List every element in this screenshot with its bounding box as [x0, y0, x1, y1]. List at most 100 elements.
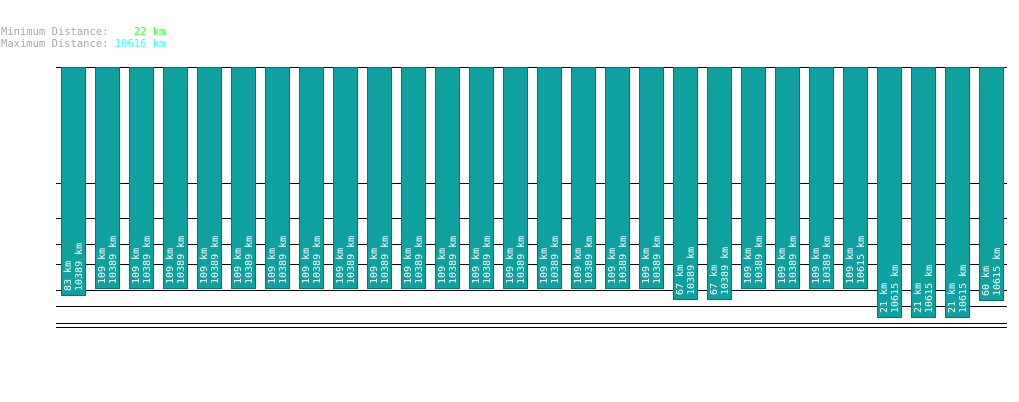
bar-max-label: 10389 km [652, 236, 663, 284]
bar-min-label: 21 km [913, 283, 924, 313]
bar-min-label: 109 km [233, 248, 244, 284]
bar [163, 67, 188, 289]
bar-max-label: 10389 km [822, 236, 833, 284]
bar-min-label: 109 km [607, 248, 618, 284]
bar-min-label: 109 km [641, 248, 652, 284]
maximum-distance-label: Maximum Distance: [1, 38, 109, 50]
bar [231, 67, 256, 289]
maximum-distance-row: Maximum Distance: 10616 km [1, 38, 165, 50]
bar-max-label: 10389 km [74, 243, 85, 291]
bar-group: 109 km 10389 km [265, 67, 290, 289]
bar-min-label: 109 km [335, 248, 346, 284]
bar-min-label: 60 km [981, 266, 992, 296]
bar-max-label: 10389 km [618, 236, 629, 284]
bar-min-label: 109 km [131, 248, 142, 284]
bar [775, 67, 800, 289]
bar-max-label: 10389 km [278, 236, 289, 284]
bar-group: 109 km 10389 km [435, 67, 460, 289]
bar-min-label: 109 km [505, 248, 516, 284]
bar-min-label: 109 km [301, 248, 312, 284]
bar [843, 67, 868, 289]
bar-group: 109 km 10389 km [197, 67, 222, 289]
bar-min-label: 109 km [471, 248, 482, 284]
bar [945, 67, 970, 318]
bar [333, 67, 358, 289]
bar-min-label: 109 km [97, 248, 108, 284]
bars: 83 km 10389 km 109 km 10389 km 109 km 10389 k… [61, 67, 1004, 318]
bar-max-label: 10389 km [346, 236, 357, 284]
bar-max-label: 10389 km [516, 236, 527, 284]
bar-group: 109 km 10389 km [95, 67, 120, 289]
bar-max-label: 10389 km [448, 236, 459, 284]
bar [605, 67, 630, 289]
minimum-distance-label: Minimum Distance: [1, 26, 109, 38]
bar-group: 109 km 10389 km [605, 67, 630, 289]
bar [571, 67, 596, 289]
bar-max-label: 10615 km [924, 265, 935, 313]
maximum-distance-value: 10616 km [114, 38, 166, 50]
bar-max-label: 10615 km [856, 236, 867, 284]
bar-group: 109 km 10389 km [129, 67, 154, 289]
bar-group: 109 km 10615 km [843, 67, 868, 289]
bar-max-label: 10615 km [958, 265, 969, 313]
bar-group: 21 km 10615 km [945, 67, 970, 318]
bar-group: 109 km 10389 km [163, 67, 188, 289]
bar-min-label: 109 km [199, 248, 210, 284]
bar [265, 67, 290, 289]
bar [435, 67, 460, 289]
bar-max-label: 10389 km [244, 236, 255, 284]
bar [469, 67, 494, 289]
bar-min-label: 21 km [879, 283, 890, 313]
bar-max-label: 10615 km [992, 248, 1003, 296]
bar-max-label: 10389 km [108, 236, 119, 284]
bar-min-label: 109 km [437, 248, 448, 284]
bar-min-label: 109 km [573, 248, 584, 284]
bar [639, 67, 664, 289]
minimum-distance-value: 22 km [133, 26, 166, 38]
bar [367, 67, 392, 289]
bar [129, 67, 154, 289]
bar-max-label: 10389 km [788, 236, 799, 284]
bar-group: 83 km 10389 km [61, 67, 86, 296]
bar-max-label: 10389 km [754, 236, 765, 284]
bar-group: 109 km 10389 km [333, 67, 358, 289]
bar-group: 109 km 10389 km [299, 67, 324, 289]
bar [299, 67, 324, 289]
bar-group: 109 km 10389 km [503, 67, 528, 289]
bar-max-label: 10389 km [720, 247, 731, 295]
bar [503, 67, 528, 289]
bar-max-label: 10389 km [176, 236, 187, 284]
bar [61, 67, 86, 296]
minimum-distance-row: Minimum Distance: 22 km [1, 26, 165, 38]
bar [911, 67, 936, 318]
bar-min-label: 109 km [743, 248, 754, 284]
bar [707, 67, 732, 300]
bar [197, 67, 222, 289]
bar-group: 109 km 10389 km [469, 67, 494, 289]
bar [95, 67, 120, 289]
bar-min-label: 67 km [709, 265, 720, 295]
bar [673, 67, 698, 300]
bar-group: 109 km 10389 km [231, 67, 256, 289]
bar-max-label: 10389 km [584, 236, 595, 284]
bar-group: 109 km 10389 km [741, 67, 766, 289]
bar-max-label: 10389 km [210, 236, 221, 284]
bar-group: 109 km 10389 km [571, 67, 596, 289]
bar-max-label: 10389 km [142, 236, 153, 284]
bar [537, 67, 562, 289]
bar-group: 60 km 10615 km [979, 67, 1004, 301]
bar-min-label: 109 km [165, 248, 176, 284]
bar-min-label: 109 km [539, 248, 550, 284]
bar-max-label: 10389 km [414, 236, 425, 284]
bar-max-label: 10389 km [482, 236, 493, 284]
bar-group: 67 km 10389 km [673, 67, 698, 300]
bar-min-label: 109 km [267, 248, 278, 284]
bar-group: 109 km 10389 km [367, 67, 392, 289]
bar-max-label: 10615 km [890, 265, 901, 313]
bar-min-label: 109 km [811, 248, 822, 284]
bar-group: 109 km 10389 km [775, 67, 800, 289]
bar-min-label: 21 km [947, 283, 958, 313]
bar-min-label: 109 km [777, 248, 788, 284]
bar-min-label: 109 km [845, 248, 856, 284]
